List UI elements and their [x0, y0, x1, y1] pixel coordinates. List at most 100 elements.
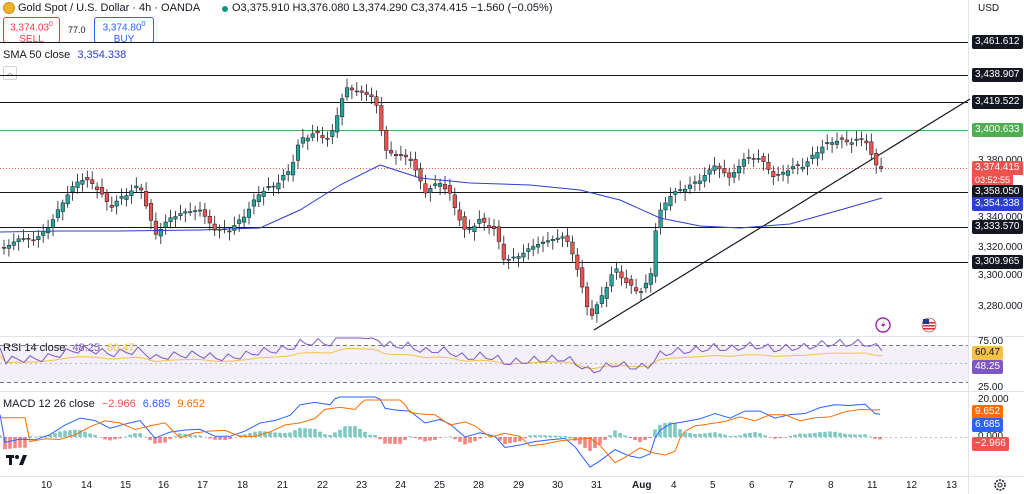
macd-hist-bar [833, 431, 837, 437]
time-tick: 18 [237, 480, 249, 491]
sell-button[interactable]: 3,374.030 SELL [3, 17, 60, 45]
candle-body [555, 237, 560, 240]
candle-body [668, 196, 673, 207]
candle-body [286, 171, 291, 175]
macd-hist-bar [813, 432, 817, 437]
macd-hist-bar [733, 435, 737, 437]
currency-label[interactable]: USD [978, 3, 1000, 14]
macd-hist-bar [368, 434, 372, 437]
macd-hist-bar [623, 435, 627, 437]
rsi-legend[interactable]: RSI 14 close 48.25 60.47 [3, 342, 135, 354]
macd-hist-bar [268, 431, 272, 437]
candle-body [678, 189, 683, 191]
candle-body [810, 154, 815, 159]
sma-legend[interactable]: SMA 50 close 3,354.338 [3, 49, 126, 61]
rsi-tick: 25.00 [978, 382, 1004, 393]
level-tag: 3,419.522 [972, 95, 1023, 109]
time-tick: 23 [356, 480, 368, 491]
candle-body [692, 181, 697, 184]
macd-hist-bar [573, 437, 577, 441]
candle-body [462, 216, 467, 230]
candle-body [800, 166, 805, 170]
macd-line [0, 396, 881, 468]
candle-body [560, 236, 565, 239]
candle-body [776, 174, 781, 176]
macd-hist-bar [758, 433, 762, 437]
macd-hist-bar [363, 431, 367, 437]
macd-hist-legend: −2.966 [101, 398, 136, 410]
macd-hist-bar [213, 437, 217, 440]
macd-hist-bar [318, 431, 322, 437]
candle-body [624, 277, 629, 284]
macd-hist-bar [173, 436, 177, 437]
candle-body [609, 274, 614, 287]
sma-legend-label: SMA 50 close [3, 49, 71, 61]
macd-hist-bar [648, 437, 652, 439]
macd-hist-bar [13, 437, 17, 449]
sma-value-tag: 3,354.338 [972, 197, 1023, 211]
candle-body [359, 90, 364, 93]
candle-body [712, 165, 717, 171]
macd-signal-line [0, 399, 881, 464]
macd-hist-bar [273, 432, 277, 437]
macd-hist-bar [253, 431, 257, 437]
candle-body [702, 175, 707, 182]
candle-body [389, 150, 394, 154]
macd-hist-bar [303, 428, 307, 437]
time-tick: 4 [671, 480, 677, 491]
candle-body [805, 161, 810, 167]
candle-body [545, 240, 550, 243]
buy-price: 3,374.80 [102, 22, 142, 34]
candle-body [629, 279, 634, 286]
macd-hist-bar [133, 433, 137, 437]
candle-body [433, 183, 438, 186]
macd-hist-bar [578, 437, 582, 445]
candle-body [325, 137, 330, 140]
macd-hist-bar [863, 434, 867, 437]
candle-body [815, 152, 820, 159]
candle-body [834, 140, 840, 145]
macd-hist-bar [878, 437, 882, 440]
candle-body [521, 252, 526, 258]
candle-body [570, 241, 575, 255]
symbol-title[interactable]: Gold Spot / U.S. Dollar · 4h · OANDA [18, 2, 201, 14]
candle-body [242, 216, 247, 223]
macd-hist-bar [138, 433, 142, 437]
macd-hist-bar [333, 432, 337, 437]
macd-signal-tag: 9.652 [972, 405, 1004, 419]
candle-body [550, 239, 555, 241]
candle-body [722, 168, 727, 174]
macd-hist-bar [463, 437, 467, 445]
candle-body [403, 154, 408, 158]
candle-body [839, 137, 844, 140]
price-tick: 3,340.000 [978, 212, 1023, 223]
candle-body [320, 135, 325, 138]
time-tick: 7 [788, 480, 794, 491]
macd-hist-bar [53, 433, 57, 437]
candle-body [790, 166, 795, 170]
macd-hist-bar [698, 433, 702, 437]
candle-body [46, 227, 51, 234]
macd-signal-legend: 9.652 [177, 398, 205, 410]
macd-hist-bar [583, 437, 587, 448]
macd-hist-bar [753, 432, 757, 437]
candle-body [643, 282, 648, 289]
candle-body [413, 159, 418, 171]
macd-hist-bar [678, 429, 682, 437]
macd-hist-bar [178, 433, 182, 437]
candle-body [99, 187, 105, 195]
candle-body [736, 165, 742, 174]
buy-price-sup: 0 [141, 21, 146, 28]
price-tick: 3,380.000 [978, 155, 1023, 166]
macd-hist-bar [628, 437, 632, 438]
macd-legend[interactable]: MACD 12 26 close −2.966 6.685 9.652 [3, 398, 205, 410]
macd-hist-bar [188, 434, 192, 437]
candle-body [575, 254, 580, 270]
rsi-legend-value: 48.25 [72, 342, 100, 354]
time-tick: 30 [552, 480, 564, 491]
time-axis[interactable]: 10 14 15 16 17 18 21 22 23 24 25 28 29 30 31 Aug 4 5 6 7 8 11… [0, 480, 968, 494]
collapse-legend-button[interactable]: ︿ [3, 66, 17, 80]
candle-body [26, 237, 31, 240]
time-tick: 24 [395, 480, 407, 491]
